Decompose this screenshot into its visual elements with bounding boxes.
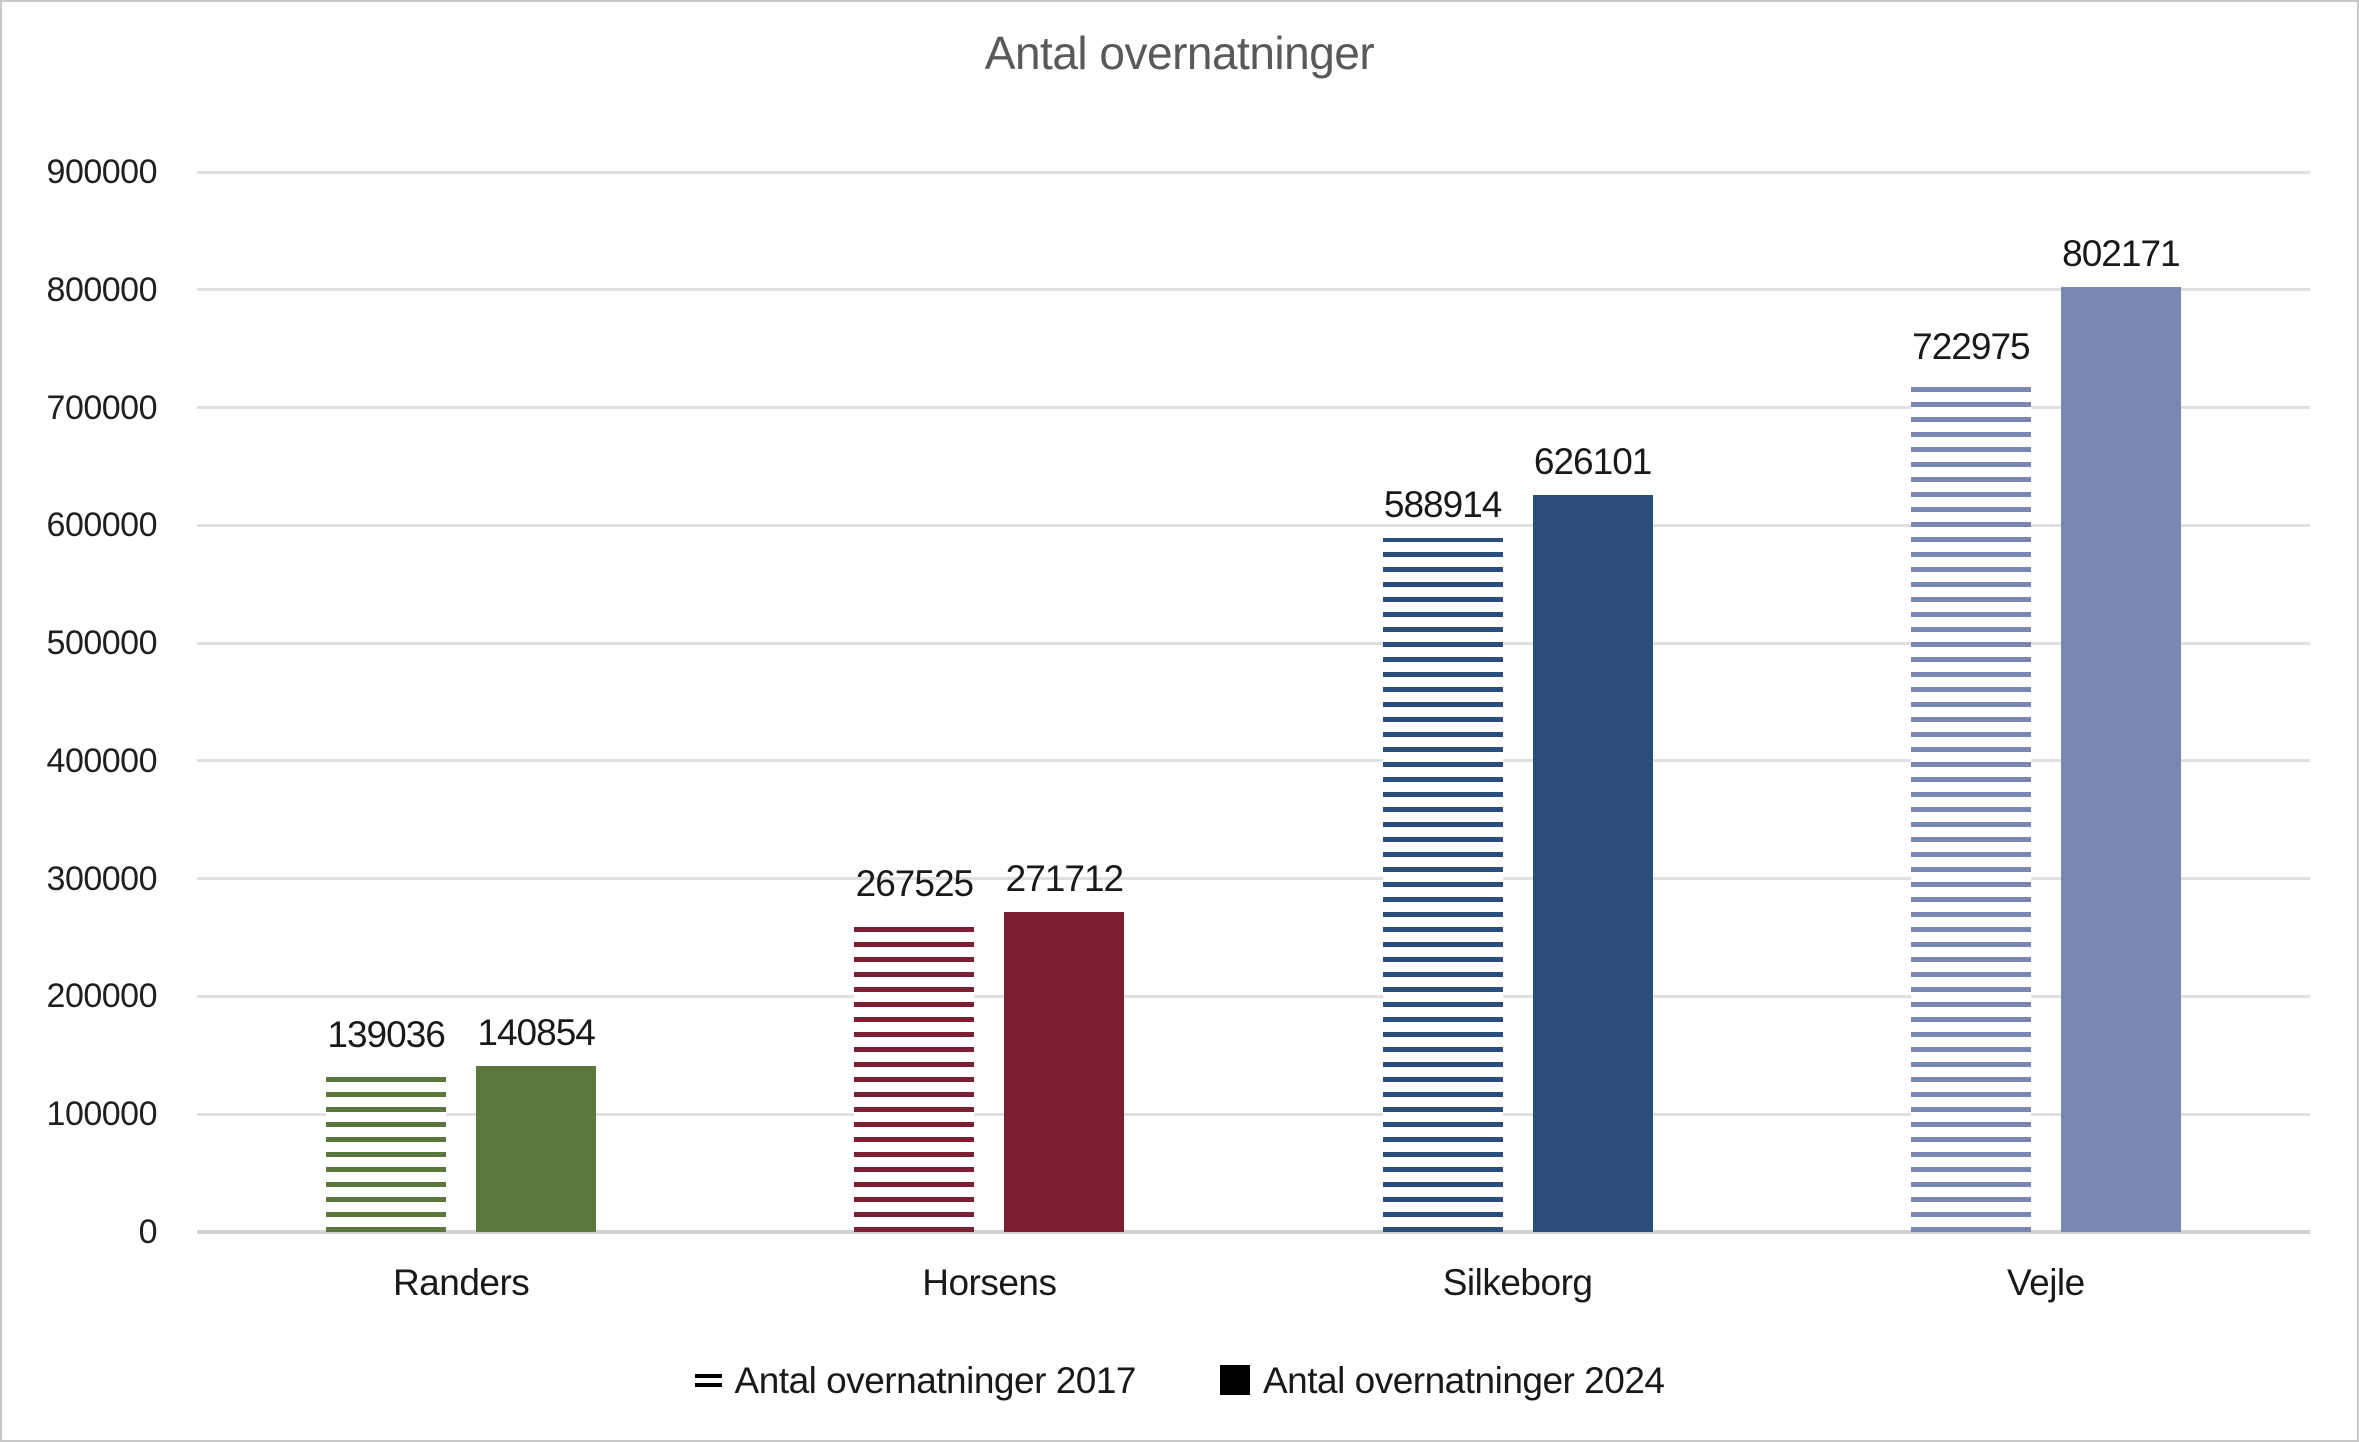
- gridline-500000: [197, 641, 2310, 645]
- ytick-label-200000: 200000: [46, 977, 158, 1016]
- gridline-100000: [197, 1112, 2310, 1116]
- bar-randers-2024: [476, 1066, 597, 1232]
- legend-label-2017: Antal overnatninger 2017: [734, 1359, 1137, 1401]
- bar-silkeborg-2024: [1532, 494, 1653, 1232]
- gridline-600000: [197, 523, 2310, 527]
- bar-value-label-randers-2024: 140854: [477, 1012, 595, 1054]
- category-label-silkeborg: Silkeborg: [1442, 1262, 1593, 1303]
- chart-legend: Antal overnatninger 2017 Antal overnatnin…: [2, 1350, 2357, 1410]
- legend-label-2024: Antal overnatninger 2024: [1263, 1359, 1665, 1401]
- gridline-400000: [197, 759, 2310, 763]
- ytick-label-600000: 600000: [46, 506, 158, 545]
- bar-vejle-2017: [1910, 380, 2031, 1232]
- x-axis-line: [197, 1230, 2310, 1234]
- category-label-horsens: Horsens: [922, 1262, 1057, 1303]
- gridline-200000: [197, 994, 2310, 998]
- gridline-800000: [197, 288, 2310, 292]
- ytick-label-500000: 500000: [46, 624, 158, 663]
- bar-value-label-vejle-2017: 722975: [1912, 326, 2030, 368]
- ytick-label-100000: 100000: [46, 1095, 158, 1134]
- bar-horsens-2017: [854, 916, 975, 1232]
- bar-value-label-vejle-2024: 802171: [2062, 233, 2180, 275]
- ytick-label-0: 0: [138, 1213, 158, 1251]
- bar-value-label-horsens-2024: 271712: [1005, 857, 1124, 899]
- gridline-700000: [197, 406, 2310, 410]
- ytick-label-900000: 900000: [46, 153, 158, 191]
- bar-value-label-horsens-2017: 267525: [855, 862, 974, 904]
- bar-value-label-silkeborg-2024: 626101: [1533, 440, 1652, 482]
- bar-value-label-randers-2017: 139036: [327, 1014, 445, 1056]
- legend-entry-2017: Antal overnatninger 2017: [694, 1359, 1137, 1401]
- bar-randers-2017: [326, 1068, 447, 1232]
- plot-area: [197, 170, 2310, 1234]
- bar-vejle-2024: [2060, 287, 2181, 1232]
- bar-horsens-2024: [1004, 911, 1125, 1232]
- ytick-label-300000: 300000: [46, 859, 158, 898]
- gridline-900000: [197, 170, 2310, 174]
- category-label-randers: Randers: [392, 1262, 530, 1303]
- gridline-300000: [197, 877, 2310, 881]
- ytick-label-800000: 800000: [46, 270, 158, 309]
- ytick-label-400000: 400000: [46, 741, 158, 780]
- bar-value-label-silkeborg-2017: 588914: [1383, 484, 1502, 526]
- bar-silkeborg-2017: [1382, 538, 1503, 1232]
- legend-entry-2024: Antal overnatninger 2024: [1220, 1359, 1665, 1401]
- stripes-pattern-icon: [694, 1373, 722, 1387]
- category-label-vejle: Vejle: [2007, 1262, 2085, 1303]
- chart-title: Antal overnatninger: [984, 27, 1375, 79]
- ytick-label-700000: 700000: [46, 388, 158, 427]
- solid-square-icon: [1220, 1365, 1250, 1395]
